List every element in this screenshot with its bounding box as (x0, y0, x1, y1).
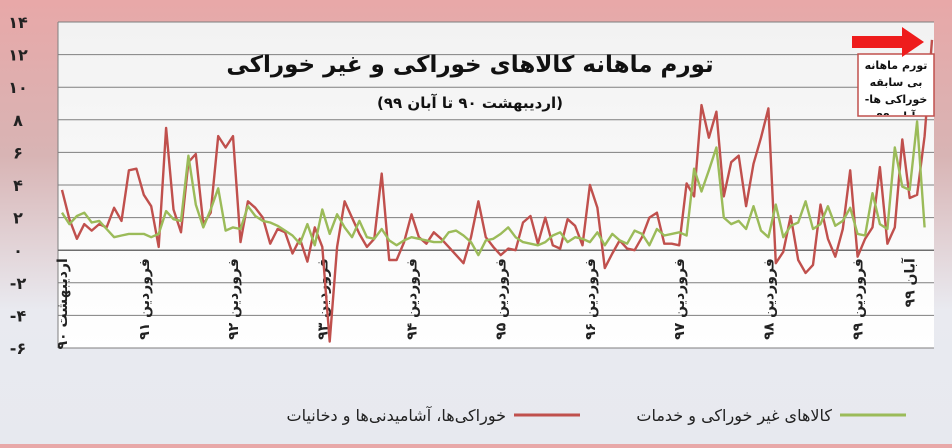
y-tick-label: ۲ (13, 209, 23, 228)
series-line-2 (60, 120, 926, 257)
y-tick-label: -۴ (10, 306, 27, 325)
y-tick-label: ۰ (13, 241, 23, 260)
chart-subtitle: (اردیبهشت ۹۰ تا آبان ۹۹) (377, 94, 563, 112)
annotation-text: تورم ماهانه بی سابقه خوراکی ها- آبان ۹۹ (864, 59, 928, 115)
y-tick-label: -۲ (10, 274, 27, 293)
x-tick-label: فروردین ۹۸ (761, 258, 777, 340)
x-tick-label: فروردین ۹۱ (137, 258, 153, 340)
legend-label-2: کالاهای غیر خوراکی و خدمات (636, 406, 832, 426)
x-tick-label: فروردین ۹۵ (494, 258, 510, 340)
series-lines (60, 39, 934, 343)
legend: خوراکی‌ها، آشامیدنی‌ها و دخانیات کالاهای … (287, 406, 906, 426)
red-arrow-icon (852, 27, 924, 57)
y-tick-label: ۱۴ (8, 13, 28, 32)
x-tick-label: فروردین ۹۲ (226, 258, 242, 340)
y-tick-label: ۱۰ (8, 78, 28, 97)
y-tick-label: ۸ (13, 111, 23, 130)
chart-title: تورم ماهانه کالاهای خوراکی و غیر خوراکی (226, 52, 713, 78)
annotation-box (857, 53, 935, 117)
x-axis: اردیبهشت ۹۰ فروردین ۹۱ فروردین ۹۲ فروردین ۹… (55, 257, 919, 349)
y-tick-label: ۶ (13, 143, 23, 162)
x-tick-label: فروردین ۹۷ (672, 258, 688, 340)
y-axis: -۶ -۴ -۲ ۰ ۲ ۴ ۶ ۸ ۱۰ ۱۲ ۱۴ (8, 13, 28, 358)
x-tick-label: فروردین ۹۹ (851, 258, 867, 340)
x-tick-label: آبان ۹۹ (901, 257, 919, 307)
y-tick-label: -۶ (10, 339, 26, 358)
gridlines (57, 21, 934, 349)
x-tick-label: فروردین ۹۴ (404, 258, 420, 340)
legend-label-1: خوراکی‌ها، آشامیدنی‌ها و دخانیات (287, 406, 506, 426)
y-tick-label: ۴ (13, 176, 23, 195)
x-tick-label: فروردین ۹۶ (583, 258, 599, 340)
x-tick-label: اردیبهشت ۹۰ (55, 258, 71, 349)
y-tick-label: ۱۲ (8, 46, 28, 65)
